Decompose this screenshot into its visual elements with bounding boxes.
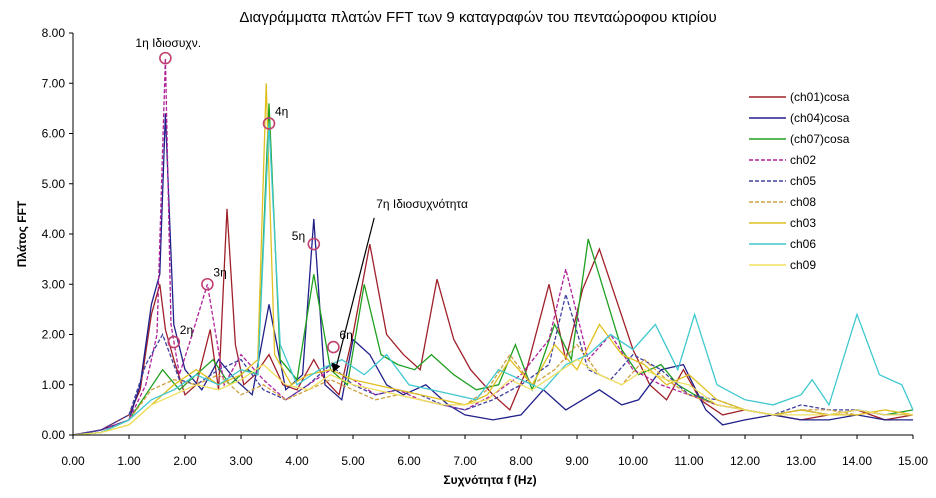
series-line-6: [72, 83, 914, 436]
x-tick-label: 8.00: [509, 454, 533, 468]
series-line-7: [72, 123, 914, 436]
legend-label: (ch04)cosa: [790, 111, 850, 125]
legend-label: ch05: [790, 174, 816, 188]
annotation-label: 7η Ιδιοσυχνότητα: [376, 197, 468, 211]
peak-marker: [327, 340, 340, 354]
legend-label: (ch01)cosa: [790, 90, 850, 104]
axes-layer: 0.00 1.00 2.00 3.00 4.00 5.00 6.00 7.00 8.00 9.00…: [42, 26, 929, 468]
legend: (ch01)cosa (ch04)cosa (ch07)cosa ch02 ch05 ch…: [749, 90, 850, 272]
x-tick-label: 2.00: [173, 454, 197, 468]
series-line-3: [72, 58, 913, 436]
y-tick-label: 0.00: [42, 428, 66, 442]
series-line-1: [72, 113, 913, 436]
y-tick-label: 6.00: [42, 127, 66, 141]
y-tick-label: 5.00: [42, 177, 66, 191]
x-tick-label: 5.00: [341, 454, 365, 468]
series-line-4: [72, 291, 913, 436]
x-tick-label: 7.00: [453, 454, 477, 468]
annotation-arrow-head: [331, 362, 341, 373]
x-axis-label: Συχνότητα f (Hz): [443, 473, 536, 487]
series-layer: [72, 58, 914, 436]
legend-label: (ch07)cosa: [790, 132, 850, 146]
y-tick-label: 1.00: [42, 378, 66, 392]
legend-label: ch02: [790, 153, 816, 167]
legend-label: ch03: [790, 216, 816, 230]
x-tick-label: 12.00: [730, 454, 760, 468]
x-tick-label: 4.00: [285, 454, 309, 468]
x-tick-label: 11.00: [674, 454, 703, 468]
x-tick-label: 9.00: [565, 454, 589, 468]
chart-title: Διαγράμματα πλατών FFT των 9 καταγραφών …: [239, 9, 716, 26]
peak-label: 3η: [213, 265, 226, 279]
series-line-8: [72, 358, 913, 436]
peak-label: 5η: [292, 229, 305, 243]
x-tick-label: 14.00: [842, 454, 872, 468]
x-tick-label: 3.00: [229, 454, 253, 468]
series-line-5: [72, 343, 914, 436]
legend-label: ch08: [790, 195, 816, 209]
peak-label: 2η: [180, 323, 193, 337]
x-tick-label: 15.00: [898, 454, 928, 468]
peak-marker: [262, 117, 276, 130]
y-tick-label: 3.00: [42, 277, 66, 291]
y-tick-label: 2.00: [42, 328, 66, 342]
x-tick-label: 1.00: [117, 454, 141, 468]
x-tick-label: 10.00: [618, 454, 648, 468]
marker-layer: 1η Ιδιοσυχν. 2η 3η 4η 5η 6η 7η Ιδιοσυχνότητα: [135, 36, 468, 373]
y-tick-label: 4.00: [42, 227, 66, 241]
peak-label: 4η: [275, 104, 288, 118]
peak-marker: [159, 51, 172, 65]
peak-label: 1η Ιδιοσυχν.: [135, 36, 201, 50]
peak-marker: [167, 335, 181, 349]
x-tick-label: 6.00: [397, 454, 421, 468]
y-tick-label: 7.00: [42, 76, 66, 90]
series-line-0: [72, 208, 914, 436]
legend-label: ch09: [790, 258, 816, 272]
peak-label: 6η: [339, 328, 352, 342]
peak-marker: [201, 277, 214, 291]
annotation-arrow-line: [335, 217, 375, 367]
x-tick-label: 13.00: [786, 454, 816, 468]
peak-marker: [307, 237, 321, 251]
y-axis-label: Πλάτος FFT: [15, 200, 29, 267]
y-tick-label: 8.00: [42, 26, 66, 40]
legend-label: ch06: [790, 237, 816, 251]
x-tick-label: 0.00: [61, 454, 85, 468]
